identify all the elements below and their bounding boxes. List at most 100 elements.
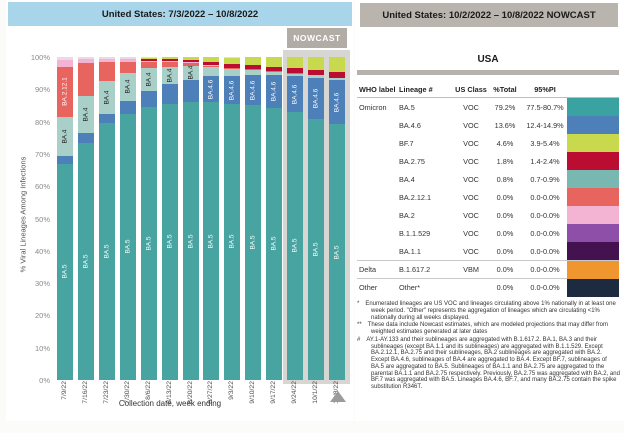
col-header-lineage: Lineage # [399, 85, 455, 94]
variant-bar-segment-BA.2.75[interactable] [287, 68, 303, 73]
variant-bar-segment-BA.2.12.1[interactable] [99, 62, 115, 81]
table-divider-bar [357, 70, 619, 75]
variant-bar-segment-BA.2.12.1[interactable] [78, 63, 94, 95]
variant-bar-segment-BA.4[interactable] [245, 70, 261, 75]
cell-95pi: 0.0-0.0% [523, 211, 567, 220]
variant-bar-segment-BA.2.75[interactable] [266, 67, 282, 71]
lineage-color-swatch [567, 242, 619, 260]
variant-bar-segment-BA.2.12.1[interactable] [266, 71, 282, 72]
footnote: * Enumerated lineages are US VOC and lin… [357, 301, 621, 321]
variant-bar-segment-BF.7[interactable] [120, 59, 136, 60]
cell-who-label: Omicron [357, 103, 399, 112]
lineage-color-swatch [567, 170, 619, 188]
variant-bar-segment-BA.2.75[interactable] [308, 70, 324, 75]
lineage-color-swatch [567, 116, 619, 134]
variant-bar-segment-BF.7[interactable] [329, 57, 345, 72]
bar-label-BA.5: BA.5 [124, 217, 133, 277]
cell-us-class: VOC [455, 193, 487, 202]
variant-bar-segment-Other[interactable] [120, 57, 136, 59]
x-tick-label: 9/24/22 [290, 381, 300, 433]
col-header-total: %Total [487, 85, 523, 94]
variant-bar-segment-BF.7[interactable] [266, 57, 282, 67]
lineage-color-swatch [567, 279, 619, 297]
variant-bar-segment-BA.4[interactable] [203, 67, 219, 76]
col-header-who: WHO label [357, 85, 399, 94]
cell-95pi: 0.0-0.0% [523, 283, 567, 292]
variant-bar-segment-BA.2.75[interactable] [141, 59, 157, 60]
cell-percent-total: 0.0% [487, 247, 523, 256]
variant-bar-segment-BA.2[interactable] [183, 62, 199, 63]
bar-label-BA.5: BA.5 [186, 211, 195, 271]
cell-lineage: B.1.617.2 [399, 265, 455, 274]
variant-bar-segment-BA.2[interactable] [141, 61, 157, 62]
cell-95pi: 1.4-2.4% [523, 157, 567, 166]
variant-bar-segment-BA.4[interactable] [287, 73, 303, 76]
variant-bar-segment-BA.2.12.1[interactable] [120, 62, 136, 73]
variant-bar-segment-BA.2[interactable] [57, 60, 73, 66]
cell-us-class: VOC [455, 229, 487, 238]
footnote: ** These data include Nowcast estimates,… [357, 322, 621, 336]
variant-bar-segment-BA.2.12.1[interactable] [141, 62, 157, 68]
variant-bar-segment-BA.2.12.1[interactable] [183, 63, 199, 66]
variant-bar-segment-BA.2[interactable] [162, 61, 178, 62]
cell-us-class: VOC [455, 247, 487, 256]
cell-percent-total: 0.0% [487, 211, 523, 220]
lineage-color-swatch [567, 206, 619, 224]
bar-label-BA.5: BA.5 [290, 216, 299, 276]
bar-label-BA.5: BA.5 [332, 222, 341, 282]
variant-bar-segment-BA.2.75[interactable] [329, 72, 345, 78]
cell-percent-total: 1.8% [487, 157, 523, 166]
variant-bar-segment-BA.4[interactable] [224, 69, 240, 76]
cell-95pi: 3.9-5.4% [523, 139, 567, 148]
variant-bar-segment-Other[interactable] [141, 57, 157, 58]
variant-bar-segment-BA.2.12.1[interactable] [162, 62, 178, 67]
cell-percent-total: 0.0% [487, 229, 523, 238]
variant-bar-segment-BF.7[interactable] [224, 58, 240, 64]
variant-bar-segment-Other[interactable] [224, 57, 240, 58]
variant-bar-segment-BA.2.12.1[interactable] [203, 65, 219, 67]
nowcast-badge: NOWCAST [287, 28, 347, 48]
variant-bar-segment-BA.2[interactable] [120, 60, 136, 62]
variant-bar-segment-BA.4[interactable] [329, 78, 345, 81]
variant-bar-segment-BA.2.75[interactable] [245, 65, 261, 69]
bar-label-BA.5: BA.5 [82, 231, 91, 291]
variant-bar-segment-BF.7[interactable] [287, 57, 303, 68]
bar-label-BA.5: BA.5 [270, 214, 279, 274]
y-tick-label: 100% [18, 53, 50, 62]
variant-bar-segment-BF.7[interactable] [203, 57, 219, 62]
variant-bar-segment-Other[interactable] [99, 57, 115, 59]
variant-bar-segment-BF.7[interactable] [162, 57, 178, 59]
variant-bar-segment-BA.2[interactable] [78, 59, 94, 63]
variant-bar-segment-BA.2[interactable] [99, 59, 115, 62]
variant-bar-segment-BF.7[interactable] [183, 57, 199, 60]
variant-bar-segment-BA.2.75[interactable] [203, 62, 219, 65]
cell-percent-total: 0.8% [487, 175, 523, 184]
variant-bar-segment-BA.2.75[interactable] [162, 59, 178, 61]
variant-bar-segment-BA.4[interactable] [308, 75, 324, 78]
variant-bar-segment-BF.7[interactable] [308, 57, 324, 70]
variant-bar-segment-BA.2.75[interactable] [224, 64, 240, 67]
variant-bar-segment-BF.7[interactable] [141, 58, 157, 59]
variant-bar-segment-BA.2.12.1[interactable] [224, 68, 240, 70]
variant-bar-segment-BA.2.75[interactable] [120, 59, 136, 60]
variant-bar-segment-Other[interactable] [78, 57, 94, 59]
variant-bar-segment-BA.2.12.1[interactable] [245, 69, 261, 70]
cell-percent-total: 0.0% [487, 193, 523, 202]
variant-bar-segment-BA.4[interactable] [266, 72, 282, 76]
variant-bar-segment-BA.2.75[interactable] [183, 60, 199, 62]
variant-bar-segment-BF.7[interactable] [245, 57, 261, 65]
cell-percent-total: 0.0% [487, 265, 523, 274]
variant-bar-segment-Other[interactable] [57, 57, 73, 60]
y-tick-label: 80% [18, 118, 50, 127]
